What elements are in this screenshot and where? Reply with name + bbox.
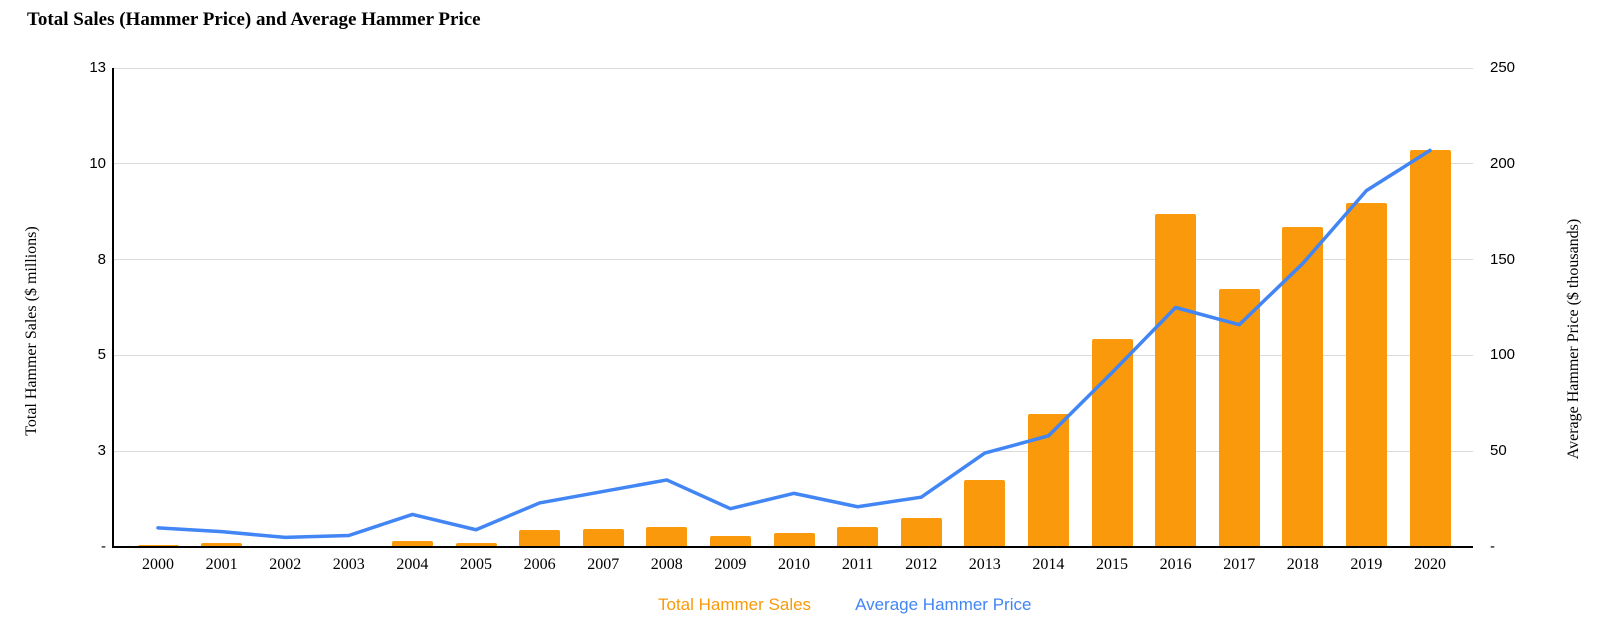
legend-item-total-hammer-sales[interactable]: Total Hammer Sales [658,595,812,614]
x-axis-label-2018: 2018 [1286,556,1319,573]
bar-2013[interactable] [964,480,1006,547]
x-axis-label-2015: 2015 [1096,556,1128,573]
gridline [113,259,1473,261]
bar-2017[interactable] [1218,289,1260,547]
y-axis-tick-right: - [1490,538,1495,555]
bar-2007[interactable] [582,529,624,547]
x-axis-label-2010: 2010 [778,556,810,573]
right-axis-title: Average Hammer Price ($ thousands) [1565,218,1582,460]
x-axis-label-2007: 2007 [587,556,620,573]
x-axis-label-2001: 2001 [205,556,238,573]
bar-2012[interactable] [900,518,942,547]
x-axis-label-2000: 2000 [142,556,174,573]
bar-2006[interactable] [519,529,561,547]
y-axis-tick-left: 10 [89,154,106,172]
gridline [113,450,1473,452]
x-axis-label-2013: 2013 [968,556,1001,573]
left-axis-title: Total Hammer Sales ($ millions) [23,226,40,436]
bar-2001[interactable] [201,543,243,547]
legend-item-average-hammer-price[interactable]: Average Hammer Price [855,595,1032,614]
line-path[interactable] [156,148,1432,540]
y-axis-tick-left: 8 [97,250,106,268]
legend: Total Hammer Sales Average Hammer Price [658,595,1031,615]
bar-2016[interactable] [1155,213,1197,547]
y-axis-tick-left: 13 [89,59,106,76]
x-axis-label-2020: 2020 [1414,556,1446,573]
y-axis-line [112,68,114,547]
bar-2005[interactable] [455,543,497,547]
bar-2018[interactable] [1282,227,1324,547]
x-axis-label-2002: 2002 [269,556,302,573]
y-axis-tick-left: 3 [97,442,106,460]
gridline [113,163,1473,165]
y-axis-tick-right: 200 [1490,154,1516,172]
x-axis-label-2006: 2006 [523,556,556,573]
x-axis-label-2012: 2012 [905,556,938,573]
bar-2010[interactable] [773,532,815,547]
y-axis-tick-right: 250 [1490,59,1516,76]
y-axis-tick-right: 150 [1490,250,1516,268]
x-axis-label-2004: 2004 [396,556,429,573]
y-axis-tick-right: 50 [1490,442,1507,460]
bar-2008[interactable] [646,527,688,547]
x-axis-label-2008: 2008 [650,556,683,573]
y-axis-tick-left: - [101,538,106,555]
bar-2009[interactable] [709,535,751,547]
x-axis-line [112,546,1473,548]
y-axis-tick-left: 5 [97,346,106,364]
x-axis-label-2017: 2017 [1223,556,1256,573]
bar-2019[interactable] [1345,202,1387,547]
y-axis-tick-right: 100 [1490,346,1516,364]
x-axis-label-2016: 2016 [1159,556,1192,573]
gridline [113,67,1473,69]
x-axis-label-2003: 2003 [332,556,365,573]
bar-2011[interactable] [837,527,879,547]
x-axis-label-2005: 2005 [460,556,492,573]
bar-2004[interactable] [391,540,433,547]
bar-2020[interactable] [1409,150,1451,547]
x-axis-label-2014: 2014 [1032,556,1065,573]
gridline [113,354,1473,356]
x-axis-label-2019: 2019 [1350,556,1383,573]
x-axis-label-2009: 2009 [714,556,747,573]
x-axis-label-2011: 2011 [841,556,874,573]
chart-title: Total Sales (Hammer Price) and Average H… [27,9,481,30]
